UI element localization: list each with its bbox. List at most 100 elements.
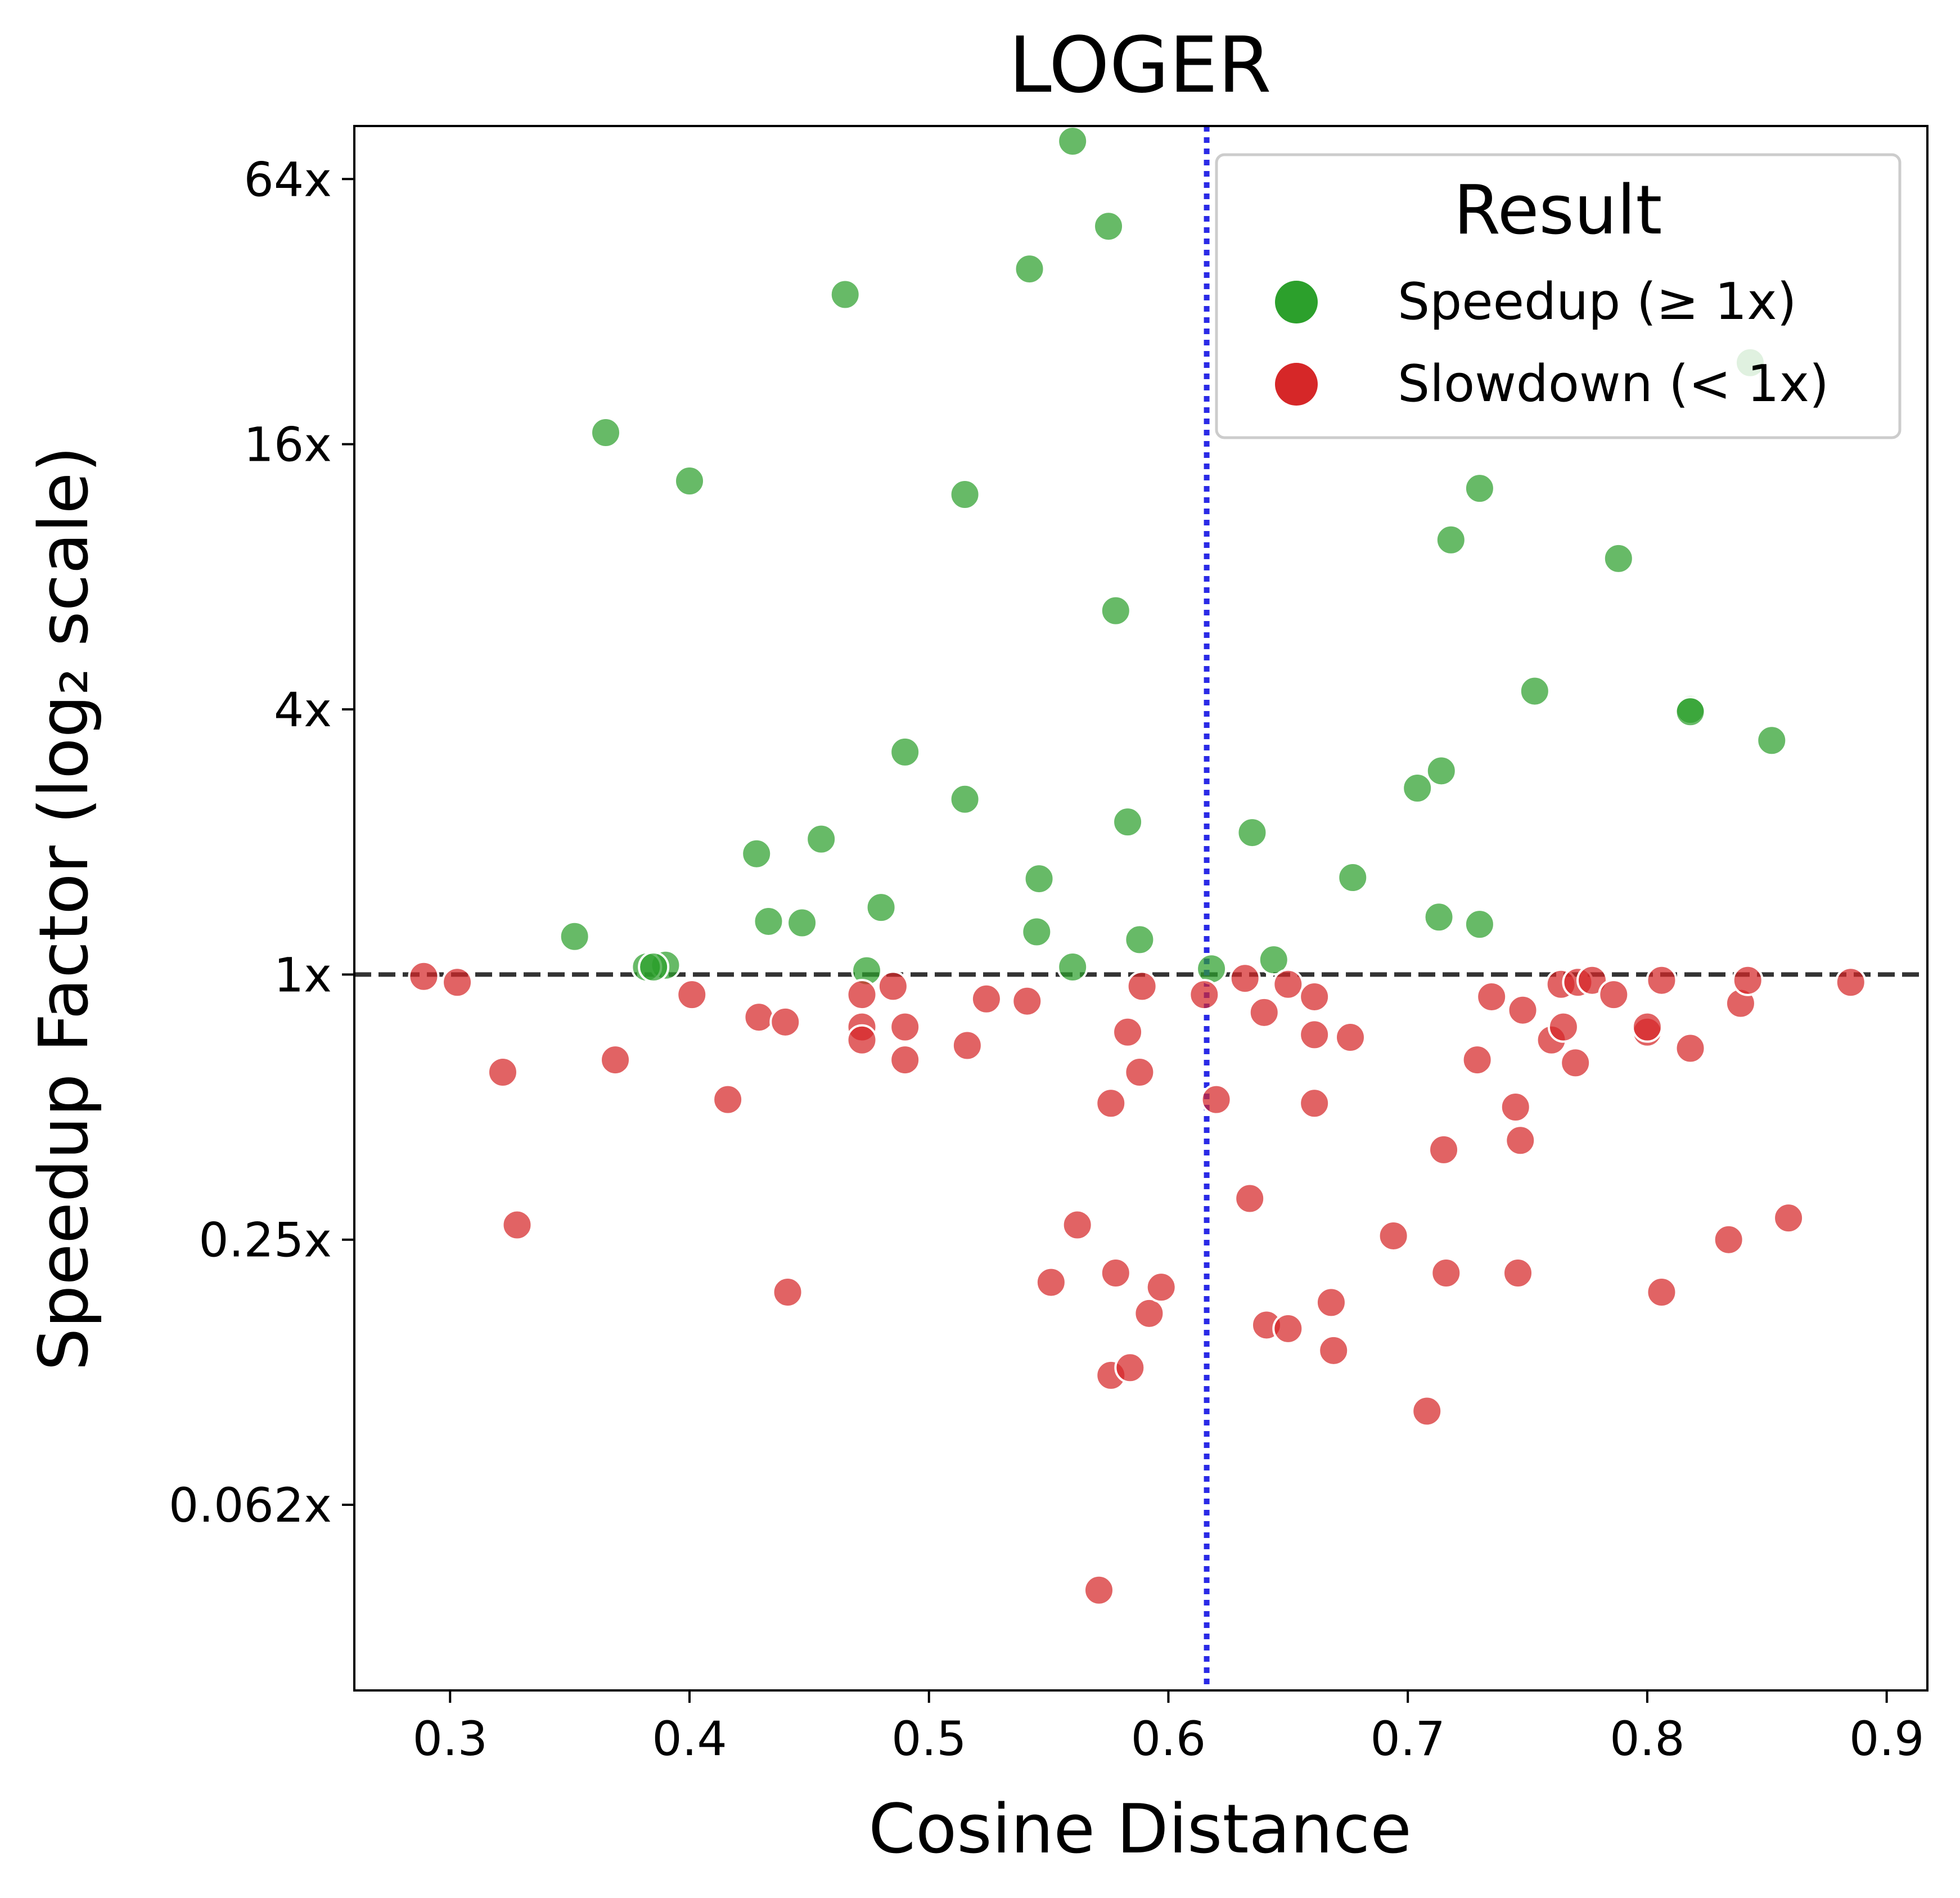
- slowdown-point: [1315, 1287, 1347, 1319]
- y-tick-label: 4x: [274, 682, 332, 737]
- chart-title: LOGER: [1008, 21, 1271, 110]
- slowdown-point: [951, 1029, 983, 1062]
- speedup-point: [1023, 863, 1055, 895]
- slowdown-point: [1713, 1224, 1745, 1256]
- slowdown-point: [676, 979, 708, 1011]
- slowdown-point: [1560, 1047, 1592, 1079]
- speedup-point: [1236, 817, 1268, 849]
- speedup-point: [889, 736, 921, 768]
- slowdown-point: [1035, 1266, 1067, 1298]
- speedup-point: [949, 783, 981, 815]
- slowdown-point: [877, 970, 909, 1002]
- slowdown-point: [889, 1044, 921, 1076]
- slowdown-point: [1732, 964, 1764, 996]
- x-tick-label: 0.6: [1131, 1711, 1206, 1766]
- slowdown-point: [1476, 981, 1508, 1013]
- slowdown-point: [1272, 968, 1304, 1000]
- speedup-point: [1435, 524, 1467, 556]
- y-axis-label: Speedup Factor (log₂ scale): [25, 446, 103, 1371]
- speedup-point: [1013, 253, 1046, 285]
- speedup-point: [1423, 901, 1455, 933]
- slowdown-point: [1835, 966, 1867, 999]
- slowdown-point: [712, 1083, 744, 1116]
- slowdown-point: [970, 983, 1002, 1015]
- slowdown-point: [1112, 1016, 1144, 1048]
- slowdown-point: [1335, 1022, 1367, 1054]
- y-axis: 64x 16x 4x 1x 0.25x 0.062x: [169, 152, 354, 1533]
- x-tick-label: 0.3: [412, 1711, 488, 1766]
- slowdown-point: [1100, 1257, 1132, 1289]
- slowdown-point: [772, 1276, 804, 1308]
- speedup-point: [1519, 675, 1551, 707]
- speedup-point: [753, 905, 785, 937]
- slowdown-point: [441, 966, 474, 999]
- speedup-point: [1463, 908, 1495, 941]
- slowdown-point: [769, 1006, 801, 1038]
- slowdown-point: [1576, 964, 1608, 996]
- speedup-point: [1425, 755, 1457, 787]
- slowdown-point: [1095, 1087, 1127, 1119]
- y-tick-label: 64x: [244, 152, 332, 207]
- speedup-point: [1674, 696, 1706, 728]
- data-points: [408, 125, 1867, 1606]
- slowdown-point: [1299, 1087, 1331, 1119]
- speedup-point: [1057, 125, 1089, 158]
- x-tick-label: 0.8: [1610, 1711, 1685, 1766]
- slowdown-point: [1318, 1334, 1350, 1366]
- slowdown-point: [1061, 1209, 1093, 1241]
- speedup-point: [1093, 210, 1125, 242]
- slowdown-point: [1631, 1011, 1663, 1043]
- slowdown-point: [1377, 1220, 1409, 1252]
- slowdown-point: [1114, 1352, 1146, 1384]
- speedup-point: [638, 951, 670, 983]
- slowdown-point: [1773, 1202, 1805, 1234]
- slowdown-point: [1430, 1257, 1462, 1289]
- y-tick-label: 0.25x: [199, 1213, 332, 1268]
- speedup-point: [590, 417, 622, 449]
- slowdown-point: [1499, 1091, 1531, 1123]
- slowdown-point: [1188, 979, 1220, 1011]
- speedup-point: [786, 907, 818, 939]
- x-tick-label: 0.9: [1849, 1711, 1925, 1766]
- speedup-point: [1402, 772, 1434, 804]
- slowdown-point: [889, 1011, 921, 1043]
- x-tick-label: 0.7: [1370, 1711, 1445, 1766]
- slowdown-point: [486, 1056, 519, 1089]
- speedup-point: [1196, 953, 1228, 985]
- legend: Result Speedup (≥ 1x) Slowdown (< 1x): [1215, 153, 1902, 439]
- speedup-point: [1021, 916, 1053, 948]
- slowdown-point: [743, 1001, 775, 1033]
- legend-title: Result: [1454, 172, 1662, 250]
- slowdown-point: [1272, 1312, 1304, 1344]
- speedup-point: [1337, 862, 1369, 894]
- slowdown-point: [1411, 1395, 1443, 1427]
- speedup-point: [805, 823, 837, 855]
- speedup-point: [558, 920, 591, 952]
- slowdown-point: [1646, 1276, 1678, 1308]
- slowdown-point: [1507, 994, 1539, 1026]
- slowdown-point: [1234, 1182, 1266, 1215]
- slowdown-point: [1504, 1125, 1537, 1157]
- x-axis: 0.3 0.4 0.5 0.6 0.7 0.8 0.9: [412, 1690, 1924, 1766]
- slowdown-point: [1200, 1083, 1232, 1116]
- x-tick-label: 0.4: [652, 1711, 727, 1766]
- speedup-point: [1756, 725, 1788, 757]
- speedup-point: [1124, 924, 1156, 956]
- slowdown-point: [600, 1044, 632, 1076]
- speedup-point: [1258, 944, 1290, 976]
- slowdown-point: [408, 960, 440, 992]
- legend-slowdown-marker: [1275, 363, 1318, 406]
- legend-speedup-label: Speedup (≥ 1x): [1398, 272, 1797, 331]
- slowdown-point: [1461, 1044, 1493, 1076]
- speedup-point: [829, 278, 861, 311]
- legend-speedup-marker: [1275, 281, 1318, 323]
- slowdown-point: [1133, 1297, 1165, 1329]
- slowdown-point: [1428, 1134, 1460, 1166]
- speedup-point: [1112, 806, 1144, 838]
- speedup-point: [741, 838, 773, 870]
- slowdown-point: [1145, 1271, 1177, 1303]
- speedup-point: [1057, 951, 1089, 983]
- speedup-point: [949, 479, 981, 511]
